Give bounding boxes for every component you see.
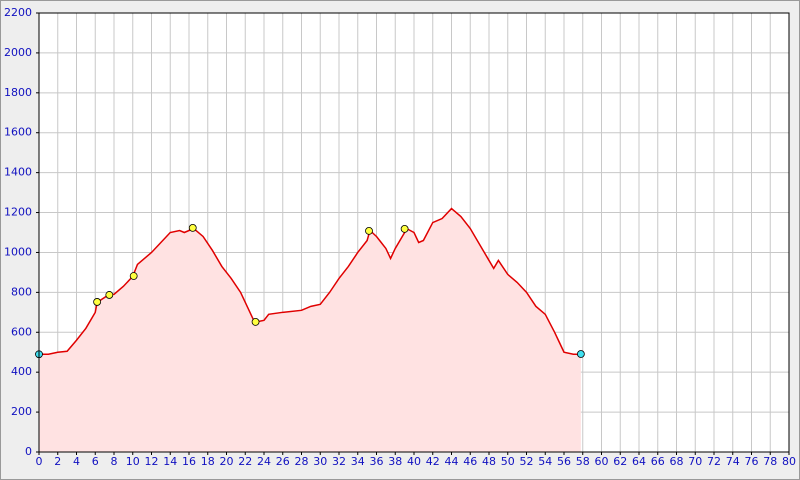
x-tick-label: 6 (92, 455, 99, 468)
x-tick-label: 48 (482, 455, 496, 468)
waypoint (188, 224, 197, 232)
y-tick-label: 400 (11, 365, 32, 378)
plot-border (38, 12, 790, 453)
x-tick-label: 60 (595, 455, 609, 468)
area-fill (39, 208, 581, 452)
x-tick-label: 12 (145, 455, 159, 468)
y-tick-label: 200 (11, 405, 32, 418)
x-tick-label: 20 (220, 455, 234, 468)
x-tick-label: 56 (557, 455, 571, 468)
x-tick-label: 2 (54, 455, 61, 468)
waypoint (105, 291, 114, 299)
y-tick-label: 1600 (4, 126, 32, 139)
waypoint (93, 298, 102, 306)
x-tick-label: 4 (73, 455, 80, 468)
x-tick-label: 32 (332, 455, 346, 468)
x-tick-label: 14 (163, 455, 177, 468)
x-tick-label: 30 (313, 455, 327, 468)
x-tick-label: 76 (745, 455, 759, 468)
x-tick-label: 26 (276, 455, 290, 468)
x-tick-label: 68 (670, 455, 684, 468)
y-tick-label: 1200 (4, 206, 32, 219)
y-tick-label: 2200 (4, 6, 32, 19)
x-tick-label: 70 (688, 455, 702, 468)
x-tick-label: 10 (126, 455, 140, 468)
waypoint (400, 225, 409, 233)
x-tick-label: 16 (182, 455, 196, 468)
x-tick-label: 74 (726, 455, 740, 468)
x-tick-label: 78 (763, 455, 777, 468)
y-tick-label: 1800 (4, 86, 32, 99)
x-tick-label: 54 (538, 455, 552, 468)
x-tick-label: 50 (501, 455, 515, 468)
waypoint (129, 272, 138, 280)
y-tick-label: 800 (11, 285, 32, 298)
x-tick-label: 52 (520, 455, 534, 468)
y-tick-label: 0 (25, 445, 32, 458)
x-tick-label: 22 (238, 455, 252, 468)
x-tick-label: 8 (111, 455, 118, 468)
x-tick-label: 66 (651, 455, 665, 468)
x-tick-label: 0 (36, 455, 43, 468)
x-tick-label: 46 (463, 455, 477, 468)
y-tick-label: 600 (11, 325, 32, 338)
y-tick-label: 2000 (4, 46, 32, 59)
x-tick-label: 38 (388, 455, 402, 468)
x-tick-label: 62 (613, 455, 627, 468)
x-tick-label: 34 (351, 455, 365, 468)
endpoint (576, 350, 585, 358)
x-tick-label: 36 (370, 455, 384, 468)
y-tick-label: 1000 (4, 245, 32, 258)
x-tick-label: 18 (201, 455, 215, 468)
x-tick-label: 80 (782, 455, 796, 468)
y-tick-label: 1400 (4, 166, 32, 179)
x-tick-label: 64 (632, 455, 646, 468)
waypoint (365, 227, 373, 235)
x-tick-label: 40 (407, 455, 421, 468)
x-tick-label: 28 (295, 455, 309, 468)
x-tick-label: 44 (445, 455, 459, 468)
x-tick-label: 24 (257, 455, 271, 468)
waypoint (251, 317, 260, 326)
x-tick-label: 58 (576, 455, 590, 468)
x-tick-label: 42 (426, 455, 440, 468)
x-tick-label: 72 (707, 455, 721, 468)
